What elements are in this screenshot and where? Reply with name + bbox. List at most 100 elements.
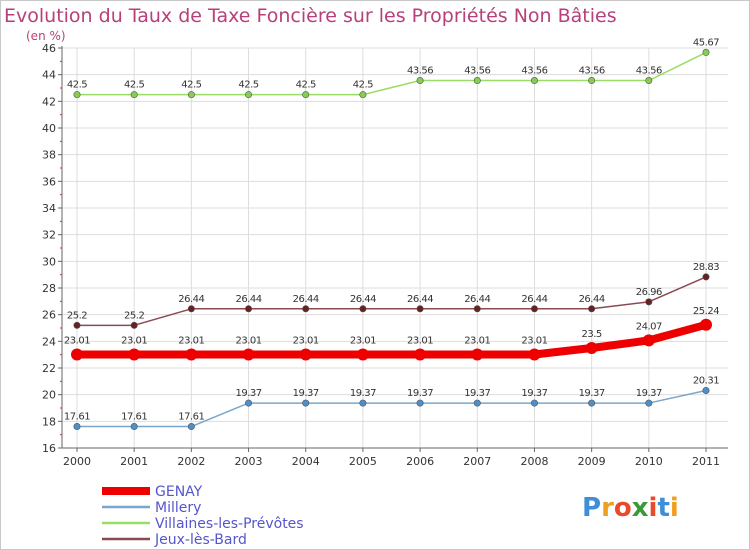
y-tick-label: 18: [42, 415, 56, 428]
data-label: 24.07: [636, 321, 662, 332]
logo-letter: P: [582, 493, 601, 523]
data-label: 45.67: [693, 37, 719, 48]
y-tick-label: 42: [42, 95, 56, 108]
x-tick-label: 2002: [177, 455, 205, 468]
data-point: [245, 305, 253, 313]
data-point: [702, 387, 710, 395]
data-label: 17.61: [64, 412, 90, 423]
data-point: [245, 91, 253, 99]
data-label: 26.44: [178, 294, 204, 305]
data-point: [473, 399, 481, 407]
data-point: [588, 305, 596, 313]
series-group: 42.5 42.5 42.5 42.5 42.5 42.5 43.56 43.56 43.56 4…: [64, 37, 720, 431]
series-millery: 17.61 17.61 17.61 19.37 19.37 19.37 19.37 19.37…: [64, 376, 720, 431]
data-point: [473, 305, 481, 313]
legend-label: GENAY: [155, 484, 203, 500]
unit-label: (en %): [26, 29, 66, 43]
data-label: 42.5: [124, 80, 144, 91]
y-tick-label: 44: [42, 69, 56, 82]
data-point: [530, 305, 538, 313]
data-point: [302, 399, 310, 407]
logo-letter: t: [657, 493, 669, 523]
logo-letter: i: [670, 493, 679, 523]
data-point: [242, 348, 255, 361]
series-jeux-l-s-bard: 25.2 25.2 26.44 26.44 26.44 26.44 26.44 26.44 26…: [67, 262, 720, 329]
data-point: [71, 348, 83, 361]
data-label: 43.56: [464, 66, 490, 77]
y-tick-label: 20: [42, 389, 56, 402]
data-point: [187, 423, 195, 431]
y-tick-label: 24: [42, 335, 56, 348]
y-tick-label: 26: [42, 309, 56, 322]
data-label: 19.37: [636, 388, 662, 399]
y-tick-label: 46: [42, 42, 56, 55]
x-tick-label: 2000: [63, 455, 91, 468]
data-label: 26.44: [235, 294, 261, 305]
data-label: 42.5: [353, 80, 373, 91]
data-label: 23.01: [235, 336, 261, 347]
data-point: [73, 91, 81, 99]
data-label: 42.5: [67, 80, 87, 91]
y-axis-ticks: 16 18 20 22 24 26 28 30 32 34 36 38 40 42 44 46: [42, 42, 56, 455]
logo-letter: x: [632, 493, 649, 523]
data-label: 28.83: [693, 262, 719, 273]
data-label: 23.01: [521, 336, 547, 347]
data-label: 17.61: [178, 412, 204, 423]
y-tick-label: 38: [42, 149, 56, 162]
x-tick-label: 2008: [520, 455, 548, 468]
data-label: 43.56: [579, 66, 605, 77]
data-label: 19.37: [350, 388, 376, 399]
data-label: 23.01: [407, 336, 433, 347]
data-point: [130, 423, 138, 431]
legend-label: Villaines-les-Prévôtes: [155, 516, 304, 532]
data-label: 20.31: [693, 376, 719, 387]
y-tick-label: 22: [42, 362, 56, 375]
data-point: [471, 348, 484, 361]
data-point: [528, 348, 541, 361]
data-point: [302, 305, 310, 313]
x-tick-label: 2005: [349, 455, 377, 468]
data-point: [473, 77, 481, 85]
legend-label: Millery: [155, 500, 201, 516]
data-point: [187, 91, 195, 99]
data-label: 17.61: [121, 412, 147, 423]
data-label: 23.01: [121, 336, 147, 347]
data-point: [416, 399, 424, 407]
y-tick-label: 16: [42, 442, 56, 455]
data-point: [645, 77, 653, 85]
data-label: 43.56: [636, 66, 662, 77]
data-label: 42.5: [238, 80, 258, 91]
data-point: [702, 48, 710, 56]
x-tick-label: 2009: [578, 455, 606, 468]
data-label: 19.37: [293, 388, 319, 399]
x-axis-ticks: 2000 2001 2002 2003 2004 2005 2006 2007 2008 2009…: [63, 448, 720, 468]
data-point: [645, 298, 653, 306]
proxiti-logo: Proxiti: [582, 493, 679, 523]
data-point: [530, 399, 538, 407]
data-point: [130, 91, 138, 99]
data-label: 25.24: [693, 306, 719, 317]
data-label: 26.44: [579, 294, 605, 305]
data-point: [416, 77, 424, 85]
data-label: 19.37: [235, 388, 261, 399]
logo-letter: i: [649, 493, 658, 523]
data-label: 23.01: [350, 336, 376, 347]
y-tick-label: 32: [42, 229, 56, 242]
data-label: 26.44: [293, 294, 319, 305]
data-point: [185, 348, 198, 361]
data-point: [642, 334, 655, 347]
series-line: [76, 51, 707, 96]
data-label: 23.5: [582, 329, 602, 340]
series-genay: 23.01 23.01 23.01 23.01 23.01 23.01 23.01 23.01…: [64, 306, 720, 361]
data-label: 25.2: [124, 310, 144, 321]
data-point: [700, 318, 712, 331]
chart-title: Evolution du Taux de Taxe Foncière sur l…: [4, 5, 617, 27]
data-label: 26.44: [407, 294, 433, 305]
data-point: [73, 423, 81, 431]
data-point: [130, 321, 138, 329]
data-label: 42.5: [181, 80, 201, 91]
data-point: [359, 399, 367, 407]
data-label: 26.44: [350, 294, 376, 305]
legend: GENAYMilleryVillaines-les-PrévôtesJeux-l…: [102, 484, 304, 548]
